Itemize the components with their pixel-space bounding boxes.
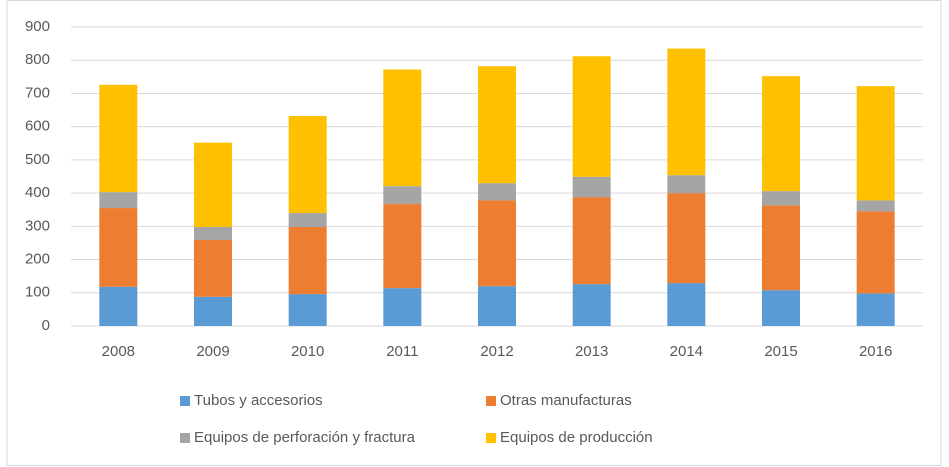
bar-segment <box>288 116 327 214</box>
y-tick-label: 700 <box>25 84 50 101</box>
bar-segment <box>288 294 327 326</box>
legend-label: Equipos de perforación y fractura <box>194 429 416 446</box>
bar-segment <box>99 192 138 209</box>
legend-swatch <box>180 396 190 406</box>
bar-segment <box>762 76 800 192</box>
y-tick-label: 800 <box>25 51 50 68</box>
bar-segment <box>383 69 422 187</box>
bar-segment <box>856 86 895 201</box>
x-tick-label: 2015 <box>764 343 797 360</box>
bar-segment <box>194 226 232 240</box>
bar-segment <box>383 288 422 326</box>
legend-swatch <box>486 433 496 443</box>
x-tick-label: 2008 <box>102 343 135 360</box>
bar-segment <box>383 204 422 289</box>
bar-segment <box>288 213 327 227</box>
y-tick-label: 100 <box>25 284 50 301</box>
y-tick-label: 500 <box>25 151 50 168</box>
x-tick-label: 2010 <box>291 343 324 360</box>
x-tick-label: 2011 <box>386 343 418 360</box>
x-tick-label: 2012 <box>480 343 513 360</box>
bar-segment <box>572 176 611 198</box>
bar-segment <box>383 186 422 205</box>
bar-segment <box>194 239 232 297</box>
legend-label: Otras manufacturas <box>500 392 632 409</box>
bar-segment <box>478 200 516 287</box>
chart-frame <box>6 0 942 466</box>
y-tick-label: 200 <box>25 251 50 268</box>
bar-segment <box>478 183 516 201</box>
bar-segment <box>856 211 895 294</box>
legend-swatch <box>486 396 496 406</box>
x-tick-label: 2014 <box>670 343 703 360</box>
bar-segment <box>99 286 138 326</box>
bar-segment <box>667 175 706 194</box>
bar-segment <box>99 208 138 287</box>
bar-segment <box>762 290 800 326</box>
x-tick-label: 2009 <box>196 343 229 360</box>
bar-segment <box>667 283 706 326</box>
y-tick-label: 900 <box>25 18 50 35</box>
bar-segment <box>856 293 895 326</box>
bar-segment <box>667 48 706 176</box>
legend-swatch <box>180 433 190 443</box>
y-tick-label: 300 <box>25 217 50 234</box>
bar-segment <box>572 197 611 285</box>
bar-segment <box>194 296 232 326</box>
x-tick-label: 2016 <box>859 343 892 360</box>
x-tick-label: 2013 <box>575 343 608 360</box>
y-tick-label: 400 <box>25 184 50 201</box>
bar-segment <box>762 205 800 291</box>
bar-segment <box>478 286 516 326</box>
legend-label: Tubos y accesorios <box>194 392 323 409</box>
bar-segment <box>99 84 138 193</box>
bar-segment <box>762 191 800 206</box>
bar-segment <box>288 226 327 295</box>
bar-segment <box>194 142 232 227</box>
y-tick-label: 600 <box>25 118 50 135</box>
bar-segment <box>572 56 611 177</box>
bar-segment <box>856 200 895 212</box>
bar-segment <box>667 193 706 284</box>
y-tick-label: 0 <box>42 317 50 334</box>
legend-label: Equipos de producción <box>500 429 653 446</box>
bar-segment <box>478 66 516 184</box>
bar-segment <box>572 284 611 326</box>
